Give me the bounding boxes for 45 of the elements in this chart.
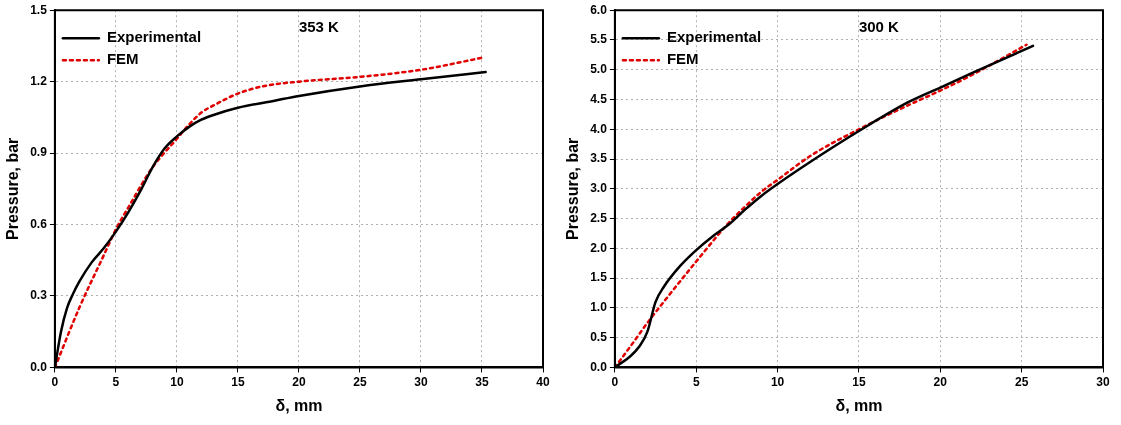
- x-tick-label: 10: [770, 374, 785, 389]
- y-tick-label: 0.6: [30, 216, 48, 231]
- x-tick-label: 15: [231, 374, 245, 389]
- x-tick-label: 40: [536, 374, 550, 389]
- legend-label: FEM: [666, 50, 699, 68]
- y-tick-label: 2.5: [590, 210, 608, 225]
- y-tick-label: 1.5: [30, 2, 48, 17]
- x-axis-title: δ, mm: [275, 396, 323, 414]
- y-tick-label: 5.5: [590, 32, 608, 47]
- y-tick-label: 1.2: [30, 73, 48, 88]
- x-tick-label: 10: [170, 374, 184, 389]
- x-tick-label: 0: [611, 374, 619, 389]
- x-tick-label: 5: [112, 374, 120, 389]
- legend-label: Experimental: [666, 28, 762, 46]
- y-tick-label: 3.0: [590, 181, 608, 196]
- text: 353 K: [298, 17, 340, 35]
- y-tick-label: 0.3: [30, 288, 48, 303]
- x-tick-label: 35: [475, 374, 489, 389]
- x-tick-label: 25: [1014, 374, 1029, 389]
- y-tick-label: 0.9: [30, 145, 48, 160]
- y-tick-label: 1.5: [590, 270, 608, 285]
- x-tick-label: 30: [414, 374, 428, 389]
- y-tick-label: 6.0: [590, 2, 608, 17]
- y-tick-label: 0.0: [30, 359, 48, 374]
- legend-label: Experimental: [106, 28, 202, 46]
- x-tick-label: 20: [933, 374, 948, 389]
- y-tick-label: 2.0: [590, 240, 608, 255]
- x-axis-title: δ, mm: [835, 396, 883, 414]
- y-tick-label: 3.5: [590, 151, 608, 166]
- x-tick-label: 15: [852, 374, 866, 389]
- text: 300 K: [858, 17, 900, 35]
- x-tick-label: 20: [292, 374, 306, 389]
- x-tick-label: 0: [51, 374, 59, 389]
- legend-label: FEM: [106, 50, 139, 68]
- y-axis-title: Pressure, bar: [564, 137, 582, 240]
- y-tick-label: 1.0: [590, 300, 608, 315]
- x-tick-label: 5: [692, 374, 700, 389]
- x-tick-label: 25: [353, 374, 367, 389]
- y-tick-label: 5.0: [590, 62, 608, 77]
- y-tick-label: 0.5: [590, 329, 608, 344]
- y-axis-title: Pressure, bar: [4, 137, 22, 240]
- x-tick-label: 30: [1096, 374, 1110, 389]
- y-tick-label: 0.0: [590, 359, 608, 374]
- y-tick-label: 4.5: [590, 91, 608, 106]
- y-tick-label: 4.0: [590, 121, 608, 136]
